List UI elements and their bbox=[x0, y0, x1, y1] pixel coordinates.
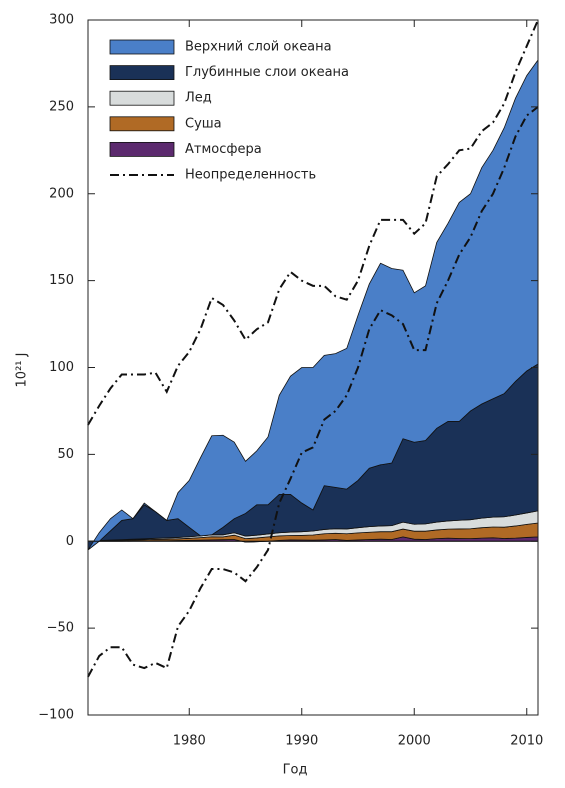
legend-label: Лед bbox=[185, 91, 212, 106]
y-tick-label: 300 bbox=[49, 13, 74, 28]
legend-label: Атмосфера bbox=[185, 142, 262, 157]
uncertainty-line bbox=[87, 19, 539, 426]
y-tick-label: −100 bbox=[38, 708, 74, 723]
y-axis-label: 10²¹ J bbox=[15, 353, 30, 388]
y-tick-label: 200 bbox=[49, 186, 74, 201]
legend-swatch bbox=[109, 65, 175, 80]
uncertainty-line bbox=[87, 106, 539, 678]
x-axis-label: Год bbox=[283, 763, 308, 778]
x-tick-label: 1980 bbox=[173, 734, 206, 749]
y-tick-label: 50 bbox=[57, 447, 74, 462]
y-tick-label: 0 bbox=[66, 534, 74, 549]
legend-swatch bbox=[109, 116, 175, 132]
legend-swatch bbox=[109, 90, 175, 106]
x-tick-label: 2000 bbox=[398, 734, 431, 749]
x-tick-label: 2010 bbox=[510, 734, 543, 749]
legend-swatch bbox=[109, 141, 175, 157]
y-tick-label: −50 bbox=[47, 621, 74, 636]
legend-label: Верхний слой океана bbox=[185, 40, 332, 55]
x-tick-label: 1990 bbox=[285, 734, 318, 749]
legend-label: Неопределенность bbox=[185, 168, 316, 183]
legend-label: Глубинные слои океана bbox=[185, 65, 349, 80]
legend-label: Суша bbox=[185, 116, 222, 131]
legend-swatch bbox=[109, 39, 175, 55]
y-tick-label: 250 bbox=[49, 99, 74, 114]
y-tick-label: 100 bbox=[49, 360, 74, 375]
y-tick-label: 150 bbox=[49, 273, 74, 288]
